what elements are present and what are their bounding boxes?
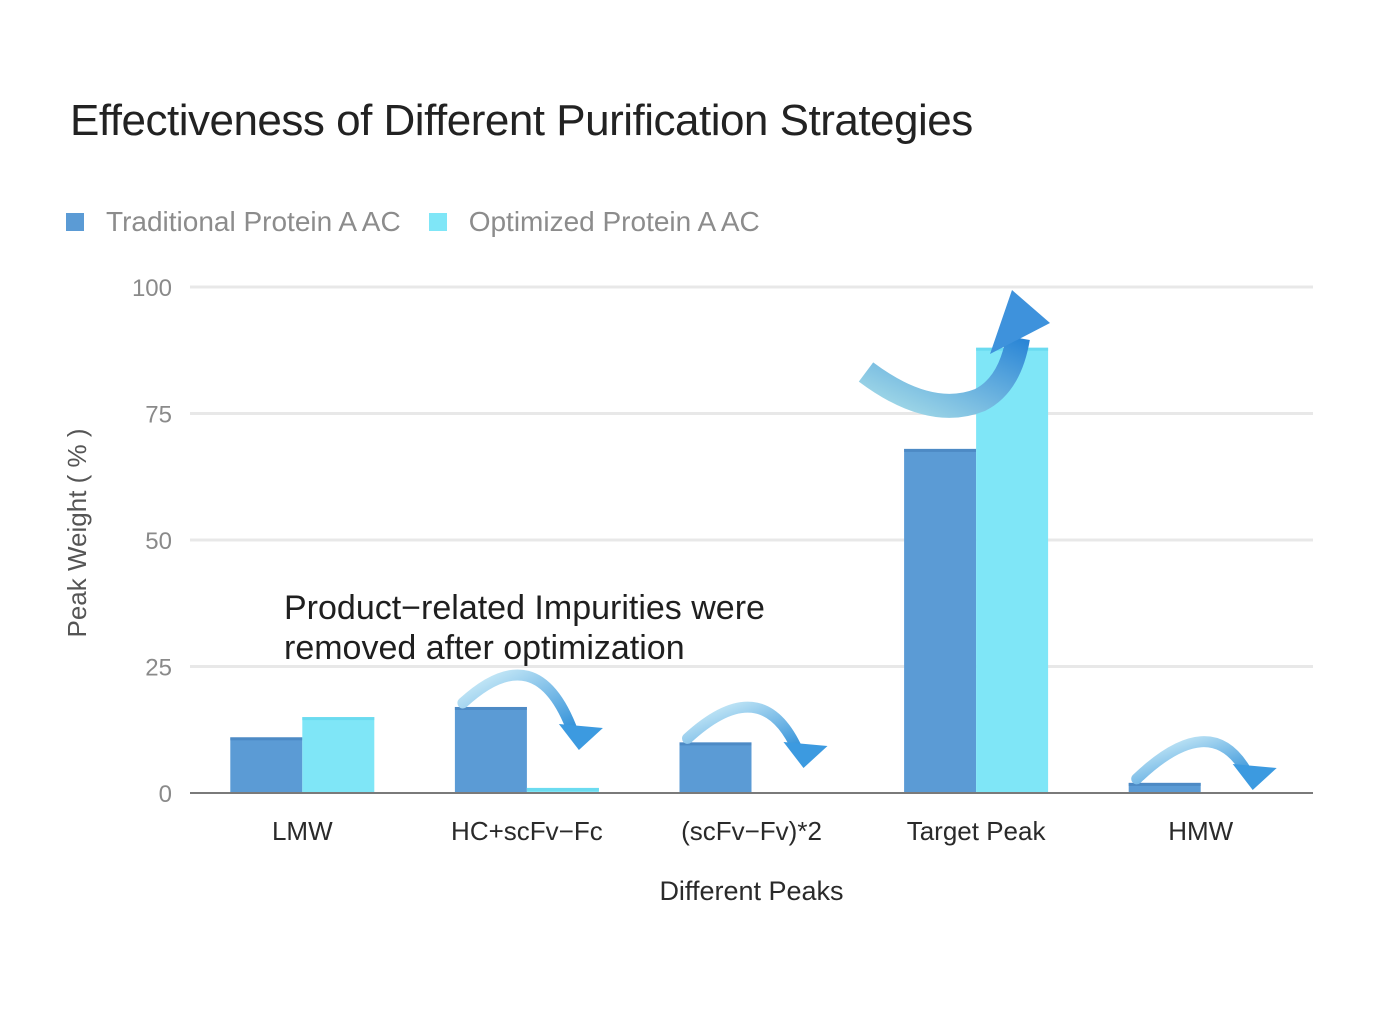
legend-swatch-optimized <box>428 213 447 231</box>
bar-lmw-traditional <box>230 737 303 793</box>
x-tick-label-target-peak: Target Peak <box>907 816 1047 846</box>
bars <box>230 347 1201 793</box>
impurity-annotation: Product−related Impurities were removed … <box>284 588 765 668</box>
arrow-scfv-fv-2-down-icon <box>682 701 828 768</box>
legend-item-optimized[interactable]: Optimized Protein A AC <box>428 206 760 238</box>
x-axis-label: Different Peaks <box>659 876 843 906</box>
arrow-target-peak-up-icon <box>858 290 1050 418</box>
bar-scfv-fv-2-traditional <box>679 742 752 793</box>
legend-swatch-traditional <box>66 213 84 231</box>
arrow-hc-scfv-fc-down-icon <box>457 669 603 750</box>
x-axis-ticks: LMW HC+scFv−Fc (scFv−Fv)*2 Target Peak HMW <box>272 816 1234 846</box>
x-tick-label-scfv-fv-2: (scFv−Fv)*2 <box>681 816 822 846</box>
bar-target-peak-traditional <box>904 448 977 793</box>
y-axis-label: Peak Weight ( % ) <box>62 428 92 637</box>
legend-label-traditional: Traditional Protein A AC <box>106 206 401 237</box>
bar-hc-scfv-fc-optimized <box>526 787 599 793</box>
y-axis-ticks: 0 25 50 75 100 <box>132 275 172 808</box>
legend-item-traditional[interactable]: Traditional Protein A AC <box>66 206 401 238</box>
legend: Traditional Protein A AC Optimized Prote… <box>66 202 788 242</box>
annotation-line-2: removed after optimization <box>284 629 685 667</box>
annotation-line-1: Product−related Impurities were <box>284 589 765 627</box>
bar-hmw-traditional <box>1128 782 1201 793</box>
y-tick-label-0: 0 <box>159 781 172 808</box>
x-tick-label-hc-scfv-fc: HC+scFv−Fc <box>451 816 603 846</box>
bar-lmw-optimized <box>302 717 375 793</box>
x-tick-label-lmw: LMW <box>272 816 333 846</box>
y-tick-label-100: 100 <box>132 275 172 302</box>
arrow-hmw-down-icon <box>1131 736 1277 790</box>
y-tick-label-25: 25 <box>145 655 172 682</box>
bar-target-peak-optimized <box>976 347 1049 793</box>
grid-lines <box>190 285 1313 668</box>
x-tick-label-hmw: HMW <box>1168 816 1233 846</box>
legend-label-optimized: Optimized Protein A AC <box>468 206 760 237</box>
y-tick-label-75: 75 <box>145 402 172 429</box>
bar-hc-scfv-fc-traditional <box>454 706 527 793</box>
chart-title: Effectiveness of Different Purification … <box>70 96 973 145</box>
y-tick-label-50: 50 <box>145 528 172 555</box>
trend-arrows <box>457 290 1277 790</box>
